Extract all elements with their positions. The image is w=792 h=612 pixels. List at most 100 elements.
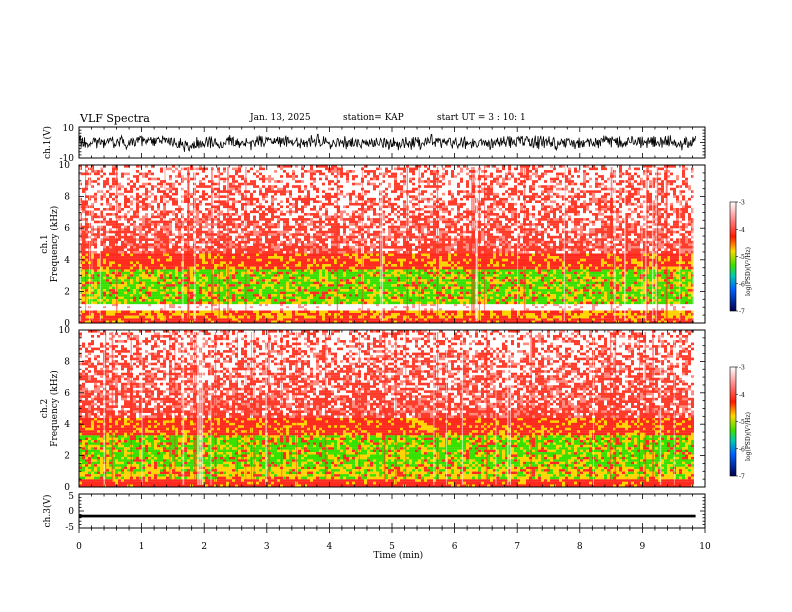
spectrogram-cell (223, 279, 226, 282)
spectrogram-cell (265, 299, 268, 302)
spectrogram-cell (97, 301, 100, 305)
spectrogram-cell (292, 308, 295, 311)
spectrogram-cell (349, 318, 352, 321)
spectrogram-cell (682, 269, 685, 272)
spectrogram-cell (598, 299, 601, 302)
spectrogram-cell (421, 301, 424, 305)
spectrogram-cell (208, 291, 211, 295)
spectrogram-cell (556, 304, 559, 307)
spectrogram-cell (205, 258, 208, 262)
spectrogram-cell (541, 294, 544, 297)
spectrogram-cell (484, 269, 487, 272)
spectrogram-cell (460, 276, 463, 280)
spectrogram-cell (364, 320, 367, 324)
spectrogram-cell (577, 299, 580, 302)
spectrogram-cell (643, 291, 646, 295)
spectrogram-cell (313, 312, 316, 316)
spectrogram-cell (208, 304, 211, 307)
spectrogram-cell (349, 306, 352, 309)
spectrogram-cell (319, 299, 322, 302)
spectrogram-cell (190, 284, 193, 287)
spectrogram-cell (445, 299, 448, 302)
spectrogram-cell (265, 274, 268, 277)
spectrogram-cell (340, 310, 343, 314)
spectrogram-cell (142, 296, 145, 300)
spectrogram-cell (295, 294, 298, 297)
spectrogram-cell (175, 291, 178, 295)
spectrogram-cell (622, 289, 625, 292)
spectrogram-cell (331, 271, 334, 275)
spectrogram-cell (85, 289, 88, 292)
spectrogram-cell (199, 274, 202, 277)
spectrogram-cell (148, 299, 151, 302)
spectrogram-cell (169, 312, 172, 316)
spectrogram-cell (670, 274, 673, 277)
spectrogram-cell (256, 289, 259, 292)
spectrogram-cell (466, 289, 469, 292)
spectrogram-cell (199, 281, 202, 285)
spectrogram-cell (445, 276, 448, 280)
spectrogram-cell (256, 301, 259, 305)
spectrogram-cell (223, 286, 226, 290)
spectrogram-cell (541, 310, 544, 314)
spectrogram-cell (286, 269, 289, 272)
spectrogram-cell (124, 284, 127, 287)
spectrogram-cell (82, 276, 85, 280)
spectrogram-cell (544, 276, 547, 280)
spectrogram-cell (433, 320, 436, 324)
spectrogram-cell (169, 274, 172, 277)
spectrogram-cell (127, 304, 130, 307)
spectrogram-cell (403, 299, 406, 302)
spectrogram-cell (349, 310, 352, 314)
spectrogram-cell (274, 310, 277, 314)
spectrogram-cell (562, 274, 565, 277)
spectrogram-cell (313, 308, 316, 311)
spectrogram-cell (100, 318, 103, 321)
spectrogram-cell (664, 279, 667, 282)
spectrogram-cell (139, 271, 142, 275)
spectrogram-cell (241, 274, 244, 277)
spectrogram-cell (496, 315, 499, 319)
spectrogram-cell (199, 253, 202, 257)
spectrogram-cell (667, 310, 670, 314)
spectrogram-cell (235, 264, 238, 267)
spectrogram-cell (94, 253, 97, 257)
spectrogram-cell (151, 286, 154, 290)
spectrogram-cell (463, 320, 466, 324)
spectrogram-cell (502, 299, 505, 302)
spectrogram-cell (364, 315, 367, 319)
spectrogram-cell (397, 315, 400, 319)
spectrogram-cell (580, 296, 583, 300)
spectrogram-cell (202, 318, 205, 321)
spectrogram-cell (184, 310, 187, 314)
spectrogram-cell (370, 308, 373, 311)
spectrogram-cell (175, 299, 178, 302)
spectrogram-cell (271, 294, 274, 297)
spectrogram-cell (136, 294, 139, 297)
spectrogram-cell (400, 312, 403, 316)
spectrogram-cell (109, 318, 112, 321)
spectrogram-cell (484, 312, 487, 316)
spectrogram-cell (649, 269, 652, 272)
spectrogram-cell (511, 315, 514, 319)
spectrogram-cell (169, 318, 172, 321)
spectrogram-cell (100, 310, 103, 314)
spectrogram-cell (85, 304, 88, 307)
spectrogram-cell (142, 281, 145, 285)
spectrogram-cell (637, 294, 640, 297)
spectrogram-cell (151, 299, 154, 302)
spectrogram-cell (541, 306, 544, 309)
spectrogram-cell (376, 304, 379, 307)
spectrogram-cell (688, 299, 691, 302)
spectrogram-cell (163, 291, 166, 295)
spectrogram-cell (208, 269, 211, 272)
spectrogram-cell (274, 301, 277, 305)
spectrogram-cell (238, 304, 241, 307)
spectrogram-cell (634, 286, 637, 290)
spectrogram-cell (106, 266, 109, 270)
spectrogram-cell (451, 304, 454, 307)
spectrogram-cell (340, 306, 343, 309)
spectrogram-cell (457, 308, 460, 311)
spectrogram-cell (358, 294, 361, 297)
spectrogram-cell (382, 284, 385, 287)
